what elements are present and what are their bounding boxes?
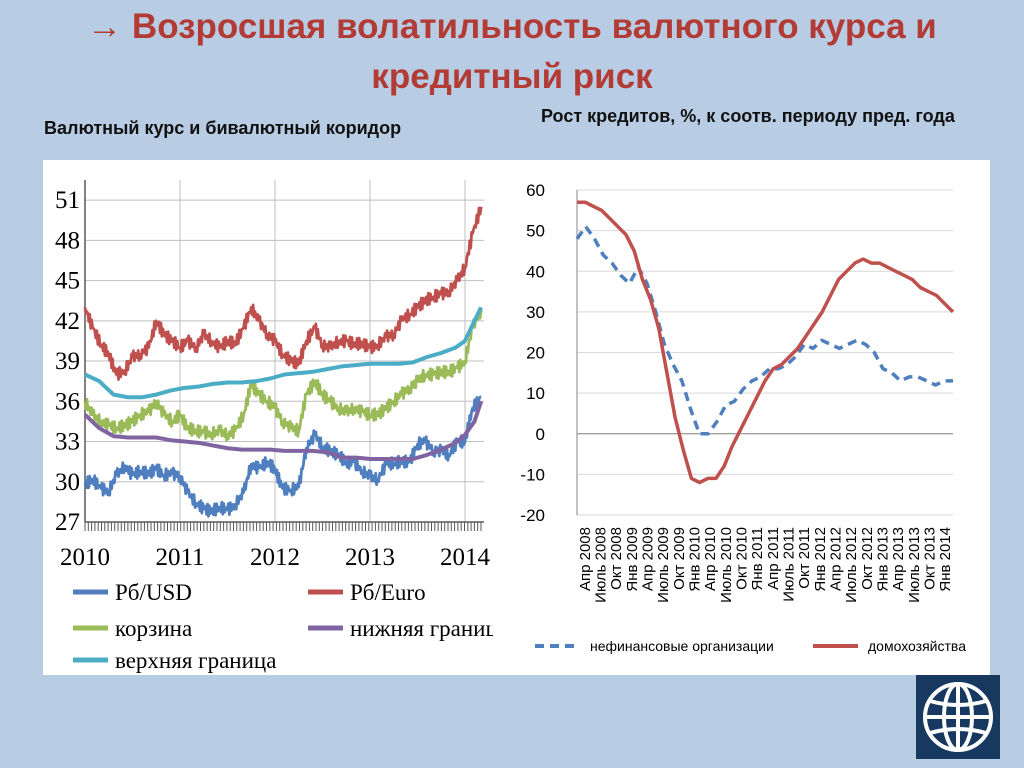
x-tick-label-4: Апр 2009 [640, 527, 657, 591]
y-tick-label-0: 27 [55, 509, 80, 536]
series-line-верхняя граница [84, 306, 483, 400]
x-tick-label-6: Окт 2009 [671, 527, 688, 590]
y-tick-label-5: 42 [55, 308, 80, 335]
y-tick-label-0: 60 [526, 181, 545, 200]
left-chart-subtitle: Валютный курс и бивалютный коридор [44, 118, 402, 138]
x-tick-label-1: 2011 [155, 544, 204, 571]
legend-label-3: нижняя граница [350, 616, 493, 641]
series-line-нижняя граница [83, 400, 484, 461]
x-tick-label-0: 2010 [60, 544, 110, 571]
slide-title: → Возросшая волатильность валютного курс… [87, 7, 937, 96]
y-tick-label-7: -10 [520, 465, 545, 484]
y-tick-label-3: 36 [55, 388, 80, 415]
world-bank-globe-icon [916, 675, 1000, 759]
x-tick-label-9: Июль 2010 [718, 527, 735, 603]
x-tick-label-12: Апр 2011 [765, 527, 782, 590]
x-tick-label-2: 2012 [250, 544, 300, 571]
x-tick-label-2: Окт 2008 [608, 527, 625, 590]
x-tick-label-15: Янв 2012 [812, 527, 829, 592]
x-tick-label-17: Июль 2012 [843, 527, 860, 603]
y-tick-label-6: 0 [536, 425, 545, 444]
x-tick-label-21: Июль 2013 [906, 527, 923, 603]
y-tick-label-5: 10 [526, 384, 545, 403]
y-tick-label-6: 45 [55, 268, 80, 295]
legend-label-0: Рб/USD [115, 580, 192, 605]
right-chart-subtitle: Рост кредитов, %, к соотв. периоду пред.… [541, 106, 955, 126]
x-tick-label-4: 2014 [440, 544, 491, 571]
x-tick-label-20: Апр 2013 [890, 527, 907, 591]
y-tick-label-7: 48 [55, 227, 80, 254]
legend-label-0: нефинансовые организации [590, 638, 774, 654]
series-line-домохозяйства [577, 200, 955, 485]
y-tick-label-4: 39 [55, 348, 80, 375]
x-tick-label-3: 2013 [345, 544, 395, 571]
series-line-Рб/USD [83, 395, 482, 518]
legend-label-1: домохозяйства [868, 638, 966, 654]
x-tick-label-1: Июль 2008 [593, 527, 610, 603]
legend-label-1: Рб/Euro [350, 580, 426, 605]
y-tick-label-3: 30 [526, 303, 545, 322]
x-tick-label-18: Окт 2012 [859, 527, 876, 590]
x-tick-label-11: Янв 2011 [749, 527, 766, 591]
exchange-rate-chart: 27 30 33 36 39 42 45 48 51 2010 2011 2012 2013 2014 Рб… [55, 180, 508, 673]
x-tick-label-10: Окт 2010 [734, 527, 751, 590]
x-tick-label-7: Янв 2010 [687, 527, 704, 592]
series-line-корзина [83, 308, 483, 442]
x-tick-label-23: Янв 2014 [937, 527, 954, 592]
x-tick-label-5: Июль 2009 [655, 527, 672, 603]
series-line-Рб/Euro [83, 206, 483, 381]
y-tick-label-4: 20 [526, 344, 545, 363]
x-tick-label-14: Окт 2011 [796, 527, 813, 589]
y-tick-label-1: 30 [55, 469, 80, 496]
y-tick-label-8: 51 [55, 187, 80, 214]
credit-growth-chart-panel: 60 50 40 30 20 10 0 -10 -20 Апр 2008 Июль 2008 Окт … [493, 160, 990, 675]
x-tick-label-3: Янв 2009 [624, 527, 641, 592]
x-tick-label-16: Апр 2012 [828, 527, 845, 591]
y-tick-label-1: 50 [526, 222, 545, 241]
x-tick-label-13: Июль 2011 [781, 527, 798, 602]
series-line-нефинансовые организации [575, 224, 953, 436]
x-tick-label-22: Окт 2013 [922, 527, 939, 590]
legend-label-4: верхняя граница [115, 648, 276, 673]
y-tick-label-2: 33 [55, 429, 80, 456]
exchange-rate-chart-panel: 27 30 33 36 39 42 45 48 51 2010 2011 2012 2013 2014 Рб… [43, 160, 508, 675]
x-tick-label-8: Апр 2010 [702, 527, 719, 591]
x-tick-label-19: Янв 2013 [875, 527, 892, 592]
y-tick-label-8: -20 [520, 506, 545, 525]
y-tick-label-2: 40 [526, 262, 545, 281]
x-tick-label-0: Апр 2008 [577, 527, 594, 591]
legend-label-2: корзина [115, 616, 192, 641]
